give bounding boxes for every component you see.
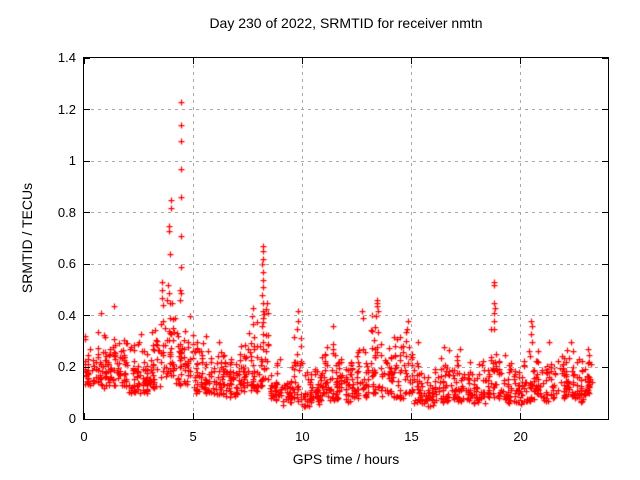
tick-mark — [520, 413, 522, 419]
tick-mark — [192, 413, 194, 419]
x-axis-label: GPS time / hours — [292, 451, 400, 467]
gridline — [411, 58, 412, 419]
tick-mark — [83, 413, 85, 419]
chart-title: Day 230 of 2022, SRMTID for receiver nmt… — [209, 15, 483, 31]
tick-mark — [602, 109, 608, 111]
tick-mark — [301, 413, 303, 419]
x-tick-label: 20 — [513, 429, 528, 444]
tick-mark — [602, 366, 608, 368]
gridline — [84, 109, 608, 111]
gridline — [301, 58, 303, 419]
tick-mark — [301, 58, 303, 64]
tick-mark — [192, 58, 194, 64]
y-tick-label: 0.2 — [57, 359, 76, 375]
y-axis-label: SRMTID / TECUs — [19, 182, 35, 294]
tick-mark — [84, 212, 90, 214]
x-tick-label: 10 — [295, 429, 310, 444]
tick-mark — [84, 263, 90, 265]
gridline — [84, 160, 608, 162]
tick-mark — [602, 57, 608, 59]
gridline — [520, 58, 522, 419]
tick-mark — [83, 58, 85, 64]
x-tick-label: 5 — [189, 429, 197, 444]
tick-mark — [602, 160, 608, 162]
tick-mark — [602, 212, 608, 214]
tick-mark — [84, 366, 90, 368]
y-tick-label: 1.4 — [57, 50, 76, 65]
tick-mark — [84, 418, 90, 420]
tick-mark — [602, 418, 608, 420]
gridline — [84, 366, 608, 368]
gridline — [84, 315, 608, 317]
gridline — [84, 263, 608, 265]
tick-mark — [602, 263, 608, 265]
x-tick-label: 0 — [80, 429, 88, 444]
gridline — [192, 58, 194, 419]
y-tick-label: 1 — [68, 153, 76, 169]
y-tick-label: 0 — [68, 411, 76, 426]
plot-area — [83, 57, 609, 420]
tick-mark — [84, 315, 90, 317]
tick-mark — [84, 57, 90, 59]
tick-mark — [520, 58, 522, 64]
y-tick-label: 0.4 — [57, 307, 76, 323]
gridline — [84, 212, 608, 214]
y-tick-label: 0.6 — [57, 256, 76, 272]
tick-mark — [602, 315, 608, 317]
y-tick-label: 1.2 — [57, 101, 76, 117]
y-tick-label: 0.8 — [57, 204, 76, 220]
tick-mark — [411, 58, 412, 64]
tick-mark — [84, 160, 90, 162]
tick-mark — [84, 109, 90, 111]
tick-mark — [411, 413, 412, 419]
scatter-canvas — [84, 58, 608, 419]
x-tick-label: 15 — [404, 429, 419, 444]
